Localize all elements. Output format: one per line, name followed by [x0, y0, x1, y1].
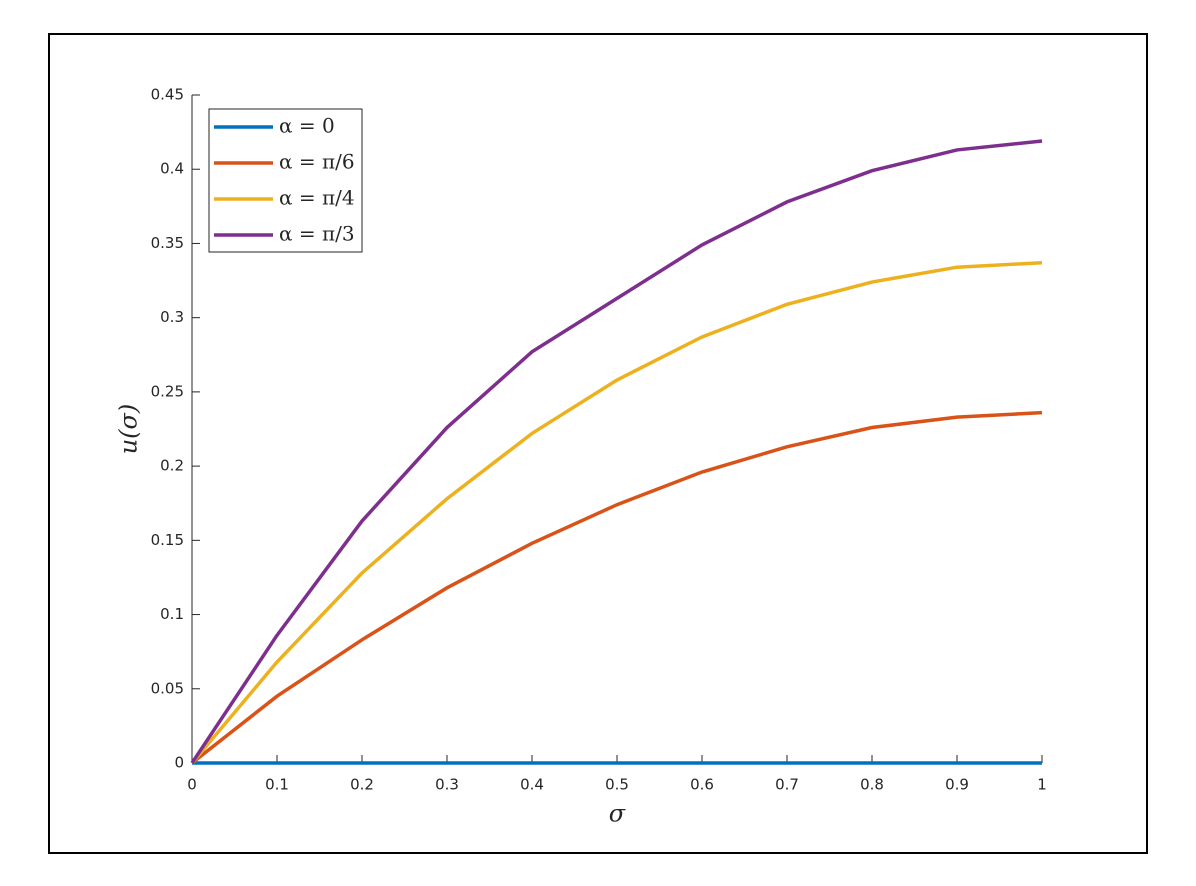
x-tick-label: 0.3	[435, 776, 459, 794]
series-line	[190, 410, 1043, 765]
y-tick-label: 0.3	[160, 308, 184, 326]
y-tick-label: 0.2	[160, 457, 184, 475]
x-tick-label: 0	[187, 776, 197, 794]
x-tick-label: 0.8	[860, 776, 884, 794]
x-axis-label: σ	[609, 800, 626, 828]
y-tick-label: 0.35	[151, 234, 184, 252]
y-tick-label: 0.45	[151, 86, 184, 104]
x-tick-label: 0.2	[350, 776, 374, 794]
legend-box	[208, 108, 363, 253]
y-tick-label: 0.4	[160, 160, 184, 178]
y-tick-label: 0.15	[151, 531, 184, 549]
x-tick-label: 0.1	[265, 776, 289, 794]
legend-label: α = π/4	[279, 186, 355, 210]
y-tick-label: 0.25	[151, 382, 184, 400]
y-tick-label: 0.1	[160, 605, 184, 623]
y-axis-label: u(σ)	[115, 404, 143, 455]
series-line	[190, 139, 1043, 764]
x-tick-label: 1	[1037, 776, 1047, 794]
x-tick-label: 0.6	[690, 776, 714, 794]
x-tick-label: 0.9	[945, 776, 969, 794]
series-line	[190, 260, 1043, 765]
x-tick-label: 0.7	[775, 776, 799, 794]
y-tick-label: 0	[174, 754, 184, 772]
x-tick-label: 0.5	[605, 776, 629, 794]
y-tick-label: 0.05	[151, 679, 184, 697]
legend-label: α = 0	[279, 114, 335, 138]
x-tick-label: 0.4	[520, 776, 544, 794]
legend-label: α = π/6	[279, 150, 355, 174]
legend-label: α = π/3	[279, 222, 355, 246]
